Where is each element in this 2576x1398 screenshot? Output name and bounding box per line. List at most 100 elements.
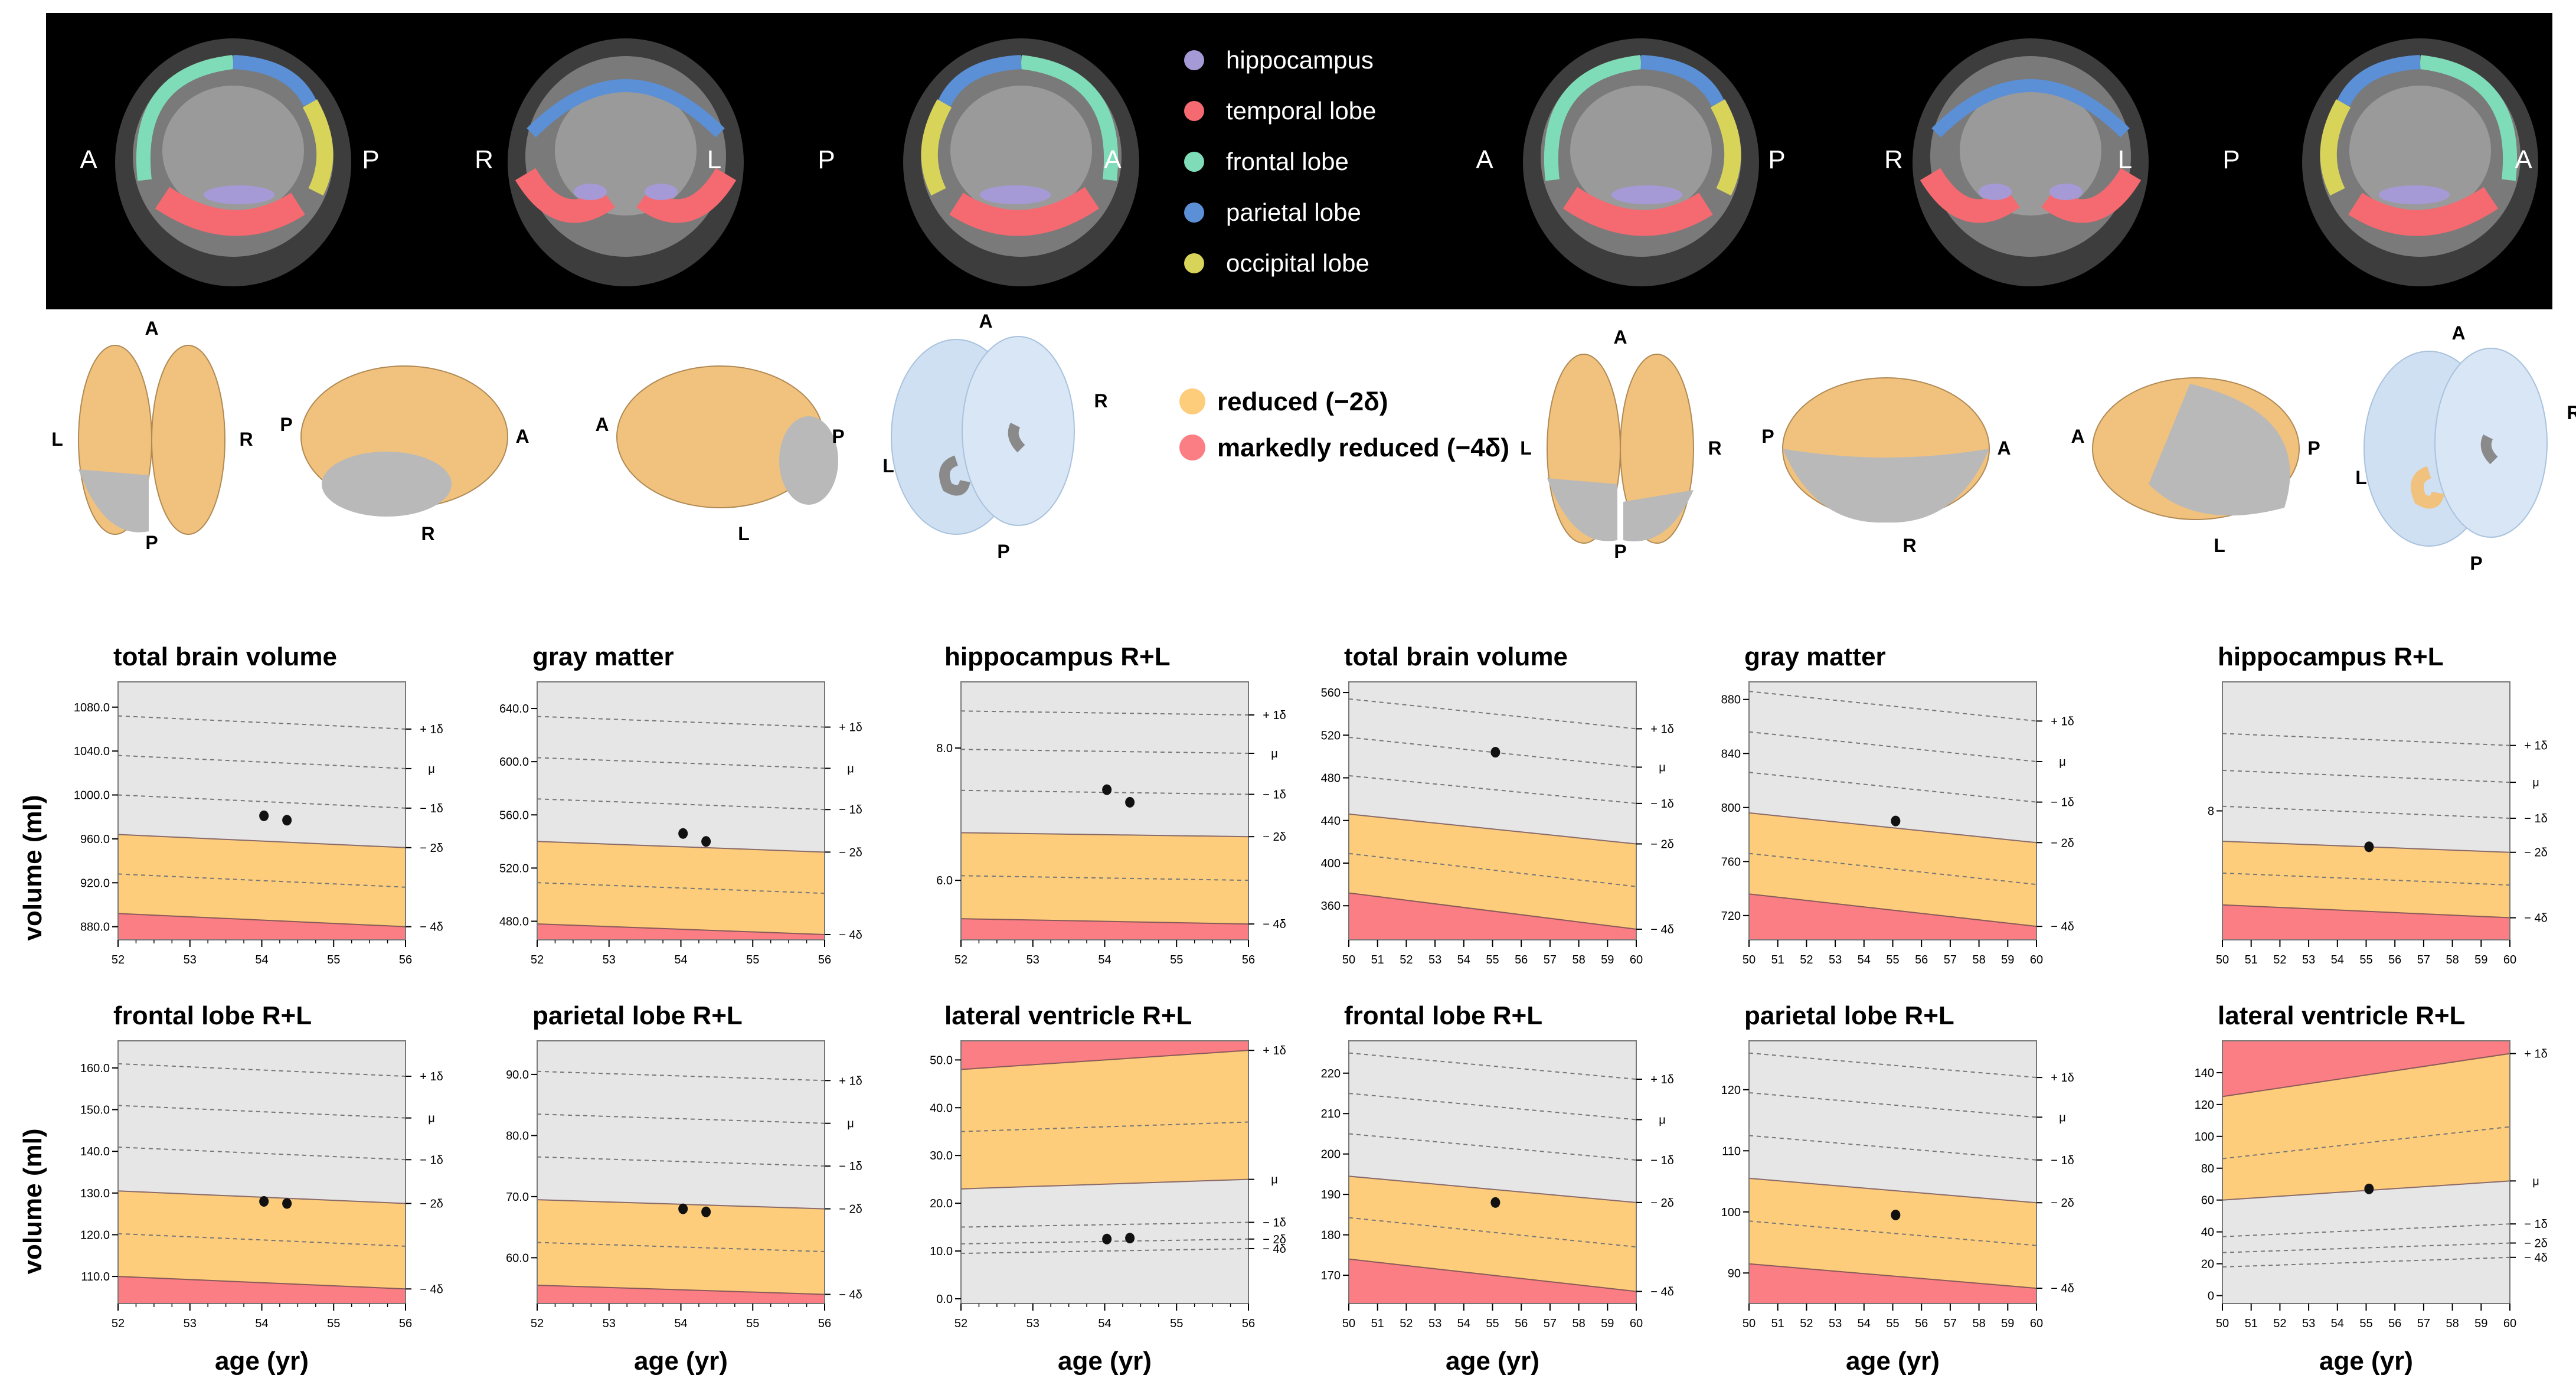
sd-line-minus4 (2222, 1256, 2510, 1268)
data-point (1490, 747, 1501, 758)
sd-label: + 1δ (2051, 1072, 2074, 1085)
legend-swatch-markedly (1179, 435, 1205, 460)
sd-label: + 1δ (1650, 1073, 1674, 1086)
x-tick-label: 55 (1170, 953, 1183, 966)
frontal-overlay (1544, 55, 1642, 181)
brain-side-view: A P L (595, 365, 845, 544)
charts-layer: total brain volume880.0920.0960.01000.01… (74, 642, 2548, 1376)
white-matter (162, 86, 304, 215)
mri-slice-sag2 (2302, 38, 2538, 286)
x-tick-label: 60 (2030, 1317, 2043, 1330)
sd-label: − 1δ (2524, 1218, 2548, 1231)
minus4-line (1749, 893, 2036, 927)
mu-line (961, 1178, 1248, 1190)
x-tick-label: 51 (1771, 1317, 1784, 1330)
x-tick-label: 59 (2474, 953, 2487, 966)
x-tick-label: 50 (1342, 1317, 1355, 1330)
x-tick-label: 53 (2302, 1317, 2315, 1330)
legend-label-frontal: frontal lobe (1226, 148, 1349, 175)
chart-title: total brain volume (113, 642, 337, 671)
minus2-line (1349, 1175, 1636, 1203)
data-point (1490, 1197, 1501, 1208)
y-tick-label: 40 (2201, 1226, 2214, 1239)
sd-line-minus3 (537, 1242, 825, 1253)
chart-panel: frontal lobe R+L 110.0 120.0 130.0 140.0 150.… (80, 1001, 443, 1376)
x-tick-label: 54 (255, 953, 268, 966)
minus4-line (1749, 1263, 2036, 1289)
sd-label: − 4δ (2051, 1282, 2074, 1295)
mri-orientation-label: R (1884, 145, 1903, 174)
sd-label: − 1δ (1650, 1154, 1674, 1167)
brain-renders: A L R P P A R A P L A R L P A L R P P A R A P L A R L P reduced (−2… (51, 311, 2576, 574)
x-tick-label: 56 (1915, 1317, 1928, 1330)
y-tick-label: 40.0 (930, 1102, 953, 1115)
brain-orientation-label: L (738, 523, 750, 544)
markedly-reduced-band (118, 1276, 406, 1304)
x-tick-label: 53 (1829, 1317, 1842, 1330)
brains-layer: A L R P P A R A P L A R L P A L R P P A R A P L A R L P (51, 311, 2576, 574)
x-tick-label: 55 (2359, 1317, 2372, 1330)
chart-title: lateral ventricle R+L (944, 1001, 1192, 1030)
x-tick-label: 57 (1544, 1317, 1557, 1330)
x-tick-label: 53 (1027, 953, 1039, 966)
sd-label: μ (847, 1118, 854, 1131)
x-tick-label: 53 (1027, 1317, 1039, 1330)
mri-legend-item: temporal lobe (1184, 97, 1376, 125)
mri-slice-sag2 (903, 38, 1139, 286)
x-tick-label: 59 (2001, 1317, 2014, 1330)
x-tick-label: 56 (1515, 1317, 1528, 1330)
y-tick-label: 20.0 (930, 1197, 953, 1210)
x-tick-label: 56 (1242, 1317, 1255, 1330)
minus4-line (2222, 904, 2510, 919)
minus4-line (1349, 892, 1636, 930)
severity-legend-item: reduced (−2δ) (1179, 387, 1388, 416)
legend-swatch (1184, 253, 1204, 273)
sd-line-minus1 (1349, 775, 1636, 804)
sd-line-minus1 (1749, 772, 2036, 803)
y-tick-label: 760 (1721, 855, 1741, 868)
y-tick-label: 640.0 (499, 703, 529, 716)
sd-label: − 2δ (1263, 831, 1286, 844)
x-tick-label: 55 (746, 1317, 759, 1330)
x-tick-label: 52 (954, 953, 967, 966)
legend-label-markedly: markedly reduced (−4δ) (1217, 433, 1509, 462)
sd-line-minus3 (2222, 872, 2510, 886)
x-tick-label: 51 (2245, 953, 2258, 966)
data-point (678, 1203, 688, 1214)
sd-label: + 1δ (839, 1074, 862, 1087)
y-tick-label: 130.0 (80, 1187, 110, 1200)
sd-label: − 2δ (1650, 1197, 1674, 1210)
brain-orientation-label: A (2451, 322, 2465, 344)
x-tick-label: 54 (2331, 953, 2344, 966)
sd-label: μ (1659, 761, 1666, 774)
x-tick-label: 56 (2388, 1317, 2401, 1330)
legend-swatch (1184, 50, 1204, 70)
sd-line-plus1 (1749, 691, 2036, 722)
data-point (2364, 1183, 2374, 1194)
mri-legend-item: occipital lobe (1184, 249, 1369, 277)
reduced-band (118, 1191, 406, 1304)
markedly-reduced-band (537, 1285, 825, 1304)
y-tick-label: 0.0 (936, 1293, 953, 1306)
sd-line-extra (2222, 1126, 2510, 1159)
sd-label: − 2δ (839, 1203, 862, 1216)
x-tick-label: 54 (1098, 953, 1111, 966)
x-tick-label: 58 (1972, 1317, 1985, 1330)
sd-label: − 2δ (2051, 1197, 2074, 1210)
x-tick-label: 55 (746, 953, 759, 966)
x-tick-label: 56 (399, 953, 412, 966)
y-tick-label: 520 (1321, 729, 1341, 742)
data-point (1891, 1209, 1901, 1220)
x-tick-label: 54 (1457, 953, 1470, 966)
mri-orientation-label: L (2118, 145, 2132, 174)
y-tick-label: 720 (1721, 910, 1741, 923)
plot-area (2222, 1041, 2510, 1304)
x-tick-label: 52 (1800, 953, 1813, 966)
brain-orientation-label: P (280, 414, 292, 435)
brain-orientation-label: A (2071, 426, 2084, 447)
occipital-overlay (921, 99, 952, 196)
sd-line-minus1 (961, 789, 1248, 795)
mri-legend-item: frontal lobe (1184, 148, 1349, 175)
